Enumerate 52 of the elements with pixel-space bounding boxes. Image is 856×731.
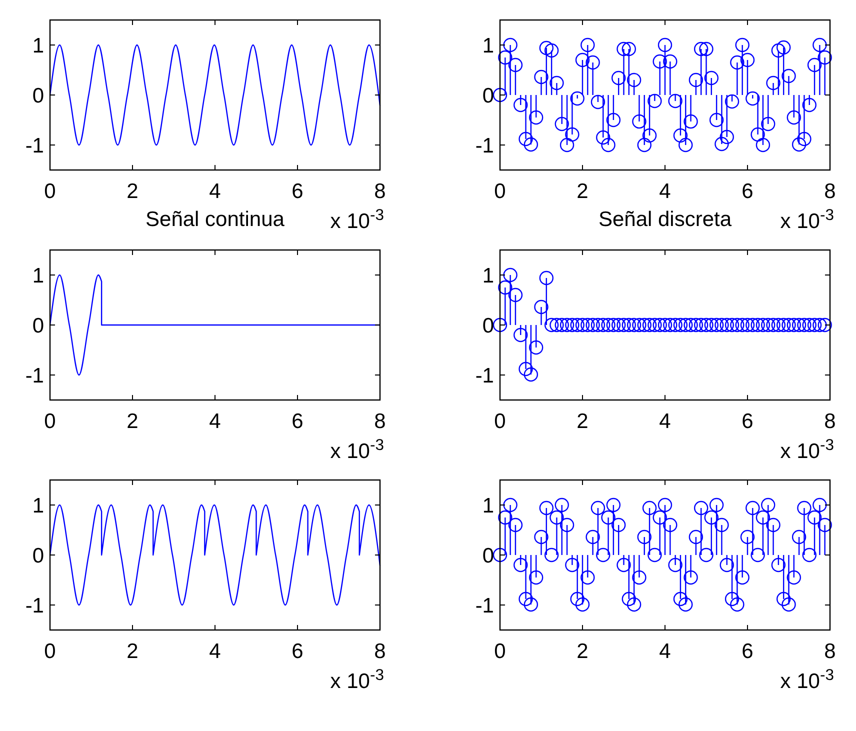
x-tick-label: 2: [126, 410, 138, 433]
x-tick-label: 4: [209, 410, 222, 433]
y-tick-label: -1: [475, 134, 494, 158]
x-tick-label: 4: [659, 410, 672, 433]
text: x 10$^{-3}$: [330, 666, 384, 693]
y-tick-label: 1: [482, 494, 494, 518]
x-tick-label: 2: [576, 640, 588, 663]
y-tick-label: 1: [482, 264, 494, 288]
x-tick-label: 2: [126, 180, 138, 203]
y-tick-label: 0: [32, 84, 44, 108]
y-tick-label: 1: [482, 34, 494, 58]
y-tick-label: -1: [25, 364, 44, 388]
y-tick-label: 0: [482, 314, 494, 338]
line-series: [49, 504, 381, 606]
x-tick-label: 6: [292, 640, 304, 663]
text: x 10$^{-3}$: [780, 436, 834, 463]
x-tick-label: 2: [126, 640, 138, 663]
x-tick-label: 6: [742, 640, 754, 663]
y-tick-label: 0: [482, 544, 494, 568]
x-tick-label: 4: [659, 640, 672, 663]
x-tick-label: 8: [824, 410, 836, 433]
x-tick-label: 8: [374, 410, 386, 433]
line-series: [49, 44, 381, 146]
text: x 10$^{-3}$: [330, 206, 384, 233]
x-tick-label: 2: [576, 180, 588, 203]
x-tick-label: 8: [374, 180, 386, 203]
y-tick-label: 0: [32, 544, 44, 568]
x-tick-label: 4: [209, 640, 222, 663]
x-tick-label: 6: [742, 410, 754, 433]
y-tick-label: 1: [32, 34, 44, 58]
text: x 10$^{-3}$: [780, 206, 834, 233]
text: x 10$^{-3}$: [330, 436, 384, 463]
x-tick-label: 8: [824, 180, 836, 203]
x-tick-label: 8: [824, 640, 836, 663]
y-tick-label: 0: [32, 314, 44, 338]
y-tick-label: -1: [475, 594, 494, 618]
y-tick-label: 1: [32, 494, 44, 518]
text: x 10$^{-3}$: [780, 666, 834, 693]
x-tick-label: 6: [292, 180, 304, 203]
x-tick-label: 6: [292, 410, 304, 433]
x-tick-label: 2: [576, 410, 588, 433]
x-tick-label: 4: [209, 180, 222, 203]
y-tick-label: -1: [475, 364, 494, 388]
y-tick-label: -1: [25, 134, 44, 158]
x-tick-label: 6: [742, 180, 754, 203]
y-tick-label: -1: [25, 594, 44, 618]
x-tick-label: 4: [659, 180, 672, 203]
x-axis-title: Señal continua: [146, 208, 285, 231]
x-axis-title: Señal discreta: [598, 208, 732, 231]
y-tick-label: 1: [32, 264, 44, 288]
x-tick-label: 8: [374, 640, 386, 663]
y-tick-label: 0: [482, 84, 494, 108]
